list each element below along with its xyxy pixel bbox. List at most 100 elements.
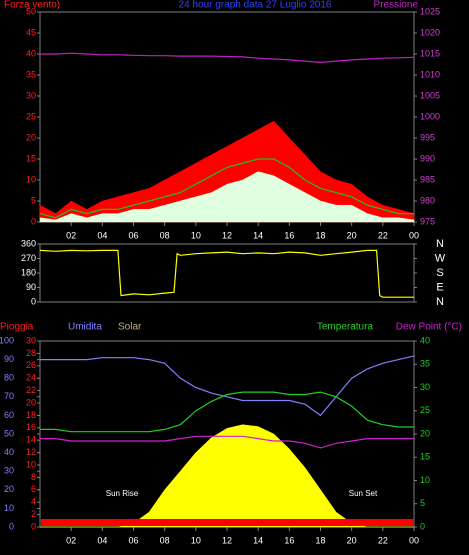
legend-label: Temperatura <box>317 322 374 333</box>
y-tick-label: 70 <box>4 391 14 401</box>
y-tick-label: 50 <box>4 428 14 438</box>
y2-tick-label: 1015 <box>420 48 440 58</box>
y2-tick-label: 1010 <box>420 69 440 79</box>
y3-tick-label: 26 <box>26 360 36 370</box>
y-tick-label: 30 <box>26 90 36 100</box>
x-tick-label: 16 <box>284 535 294 545</box>
y2-tick-label: 35 <box>420 359 430 369</box>
y2-tick-label: 25 <box>420 405 430 415</box>
y-tick-label: 20 <box>4 484 14 494</box>
y2-tick-label: 40 <box>420 335 430 345</box>
y2-tick-label: 10 <box>420 475 430 485</box>
y-tick-label: 50 <box>26 6 36 16</box>
y2-tick-label: 975 <box>420 216 435 226</box>
y3-tick-label: 4 <box>31 497 36 507</box>
y-tick-label: 90 <box>26 282 36 292</box>
x-tick-label: 00 <box>409 535 419 545</box>
series-line <box>39 249 414 298</box>
series-line <box>40 355 415 417</box>
y2-tick-label: 1000 <box>420 111 440 121</box>
y-tick-label: 15 <box>26 153 36 163</box>
y-tick-label: 30 <box>4 466 14 476</box>
y3-tick-label: 14 <box>26 435 36 445</box>
y2-tick-label: W <box>435 252 446 264</box>
y-tick-label: 10 <box>26 174 36 184</box>
x-tick-label: 22 <box>378 230 388 240</box>
series-line <box>40 52 415 64</box>
y2-tick-label: 1005 <box>420 90 440 100</box>
x-tick-label: 18 <box>315 230 325 240</box>
rain-band <box>41 519 413 526</box>
y2-tick-label: 995 <box>420 132 435 142</box>
y3-axis-label: Pioggia <box>0 322 34 333</box>
series-line <box>40 435 414 449</box>
y-tick-label: 35 <box>26 69 36 79</box>
annotation: Sun Set <box>349 489 378 498</box>
legend-label: Dew Point (°C) <box>396 322 462 333</box>
y2-tick-label: 30 <box>420 382 430 392</box>
y-tick-label: 25 <box>26 111 36 121</box>
x-tick-label: 10 <box>191 230 201 240</box>
x-tick-label: 02 <box>66 230 76 240</box>
y2-tick-label: 0 <box>420 521 425 531</box>
y-tick-label: 5 <box>31 195 36 205</box>
x-tick-label: 20 <box>347 230 357 240</box>
y-tick-label: 10 <box>4 503 14 513</box>
y-tick-label: 180 <box>21 267 36 277</box>
y2-tick-label: 990 <box>420 153 435 163</box>
x-tick-label: 16 <box>284 230 294 240</box>
y2-tick-label: N <box>436 238 444 250</box>
x-tick-label: 02 <box>66 535 76 545</box>
y2-tick-label: N <box>436 296 444 308</box>
legend-label: Solar <box>118 322 142 333</box>
x-tick-label: 04 <box>97 230 107 240</box>
y-tick-label: 90 <box>4 354 14 364</box>
x-tick-label: 08 <box>160 230 170 240</box>
y3-tick-label: 8 <box>31 472 36 482</box>
y-tick-label: 45 <box>26 27 36 37</box>
y-tick-label: 40 <box>4 447 14 457</box>
x-tick-label: 08 <box>160 535 170 545</box>
y3-tick-label: 16 <box>26 422 36 432</box>
y2-tick-label: 985 <box>420 174 435 184</box>
series-area <box>39 120 415 223</box>
x-tick-label: 10 <box>191 535 201 545</box>
y-tick-label: 360 <box>21 238 36 248</box>
y2-tick-label: S <box>436 267 443 279</box>
y3-tick-label: 10 <box>26 459 36 469</box>
y2-tick-label: 5 <box>420 498 425 508</box>
y2-tick-label: 980 <box>420 195 435 205</box>
series-area <box>40 424 414 528</box>
x-tick-label: 00 <box>409 230 419 240</box>
y3-tick-label: 28 <box>26 348 36 358</box>
y-tick-label: 60 <box>4 410 14 420</box>
y2-tick-label: E <box>436 281 443 293</box>
y2-tick-label: 1025 <box>420 6 440 16</box>
chart-title: 24 hour graph data 27 Luglio 2016 <box>179 0 332 11</box>
y-tick-label: 40 <box>26 48 36 58</box>
y-tick-label: 0 <box>31 296 36 306</box>
y3-tick-label: 2 <box>31 509 36 519</box>
x-tick-label: 06 <box>128 535 138 545</box>
y-axis-label: Forza vento) <box>4 0 60 11</box>
series-area <box>39 171 415 223</box>
y-tick-label: 270 <box>21 253 36 263</box>
y3-tick-label: 6 <box>31 484 36 494</box>
x-tick-label: 22 <box>378 535 388 545</box>
y3-tick-label: 22 <box>26 385 36 395</box>
x-tick-label: 12 <box>222 535 232 545</box>
y2-tick-label: 1020 <box>420 27 440 37</box>
x-tick-label: 14 <box>253 535 263 545</box>
x-tick-label: 06 <box>128 230 138 240</box>
series-line <box>39 158 414 219</box>
x-tick-label: 04 <box>97 535 107 545</box>
y-tick-label: 20 <box>26 132 36 142</box>
y-tick-label: 0 <box>31 216 36 226</box>
y3-tick-label: 0 <box>31 521 36 531</box>
y3-tick-label: 18 <box>26 410 36 420</box>
x-tick-label: 18 <box>315 535 325 545</box>
y3-tick-label: 12 <box>26 447 36 457</box>
legend-label: Umidita <box>68 322 102 333</box>
x-tick-label: 14 <box>253 230 263 240</box>
